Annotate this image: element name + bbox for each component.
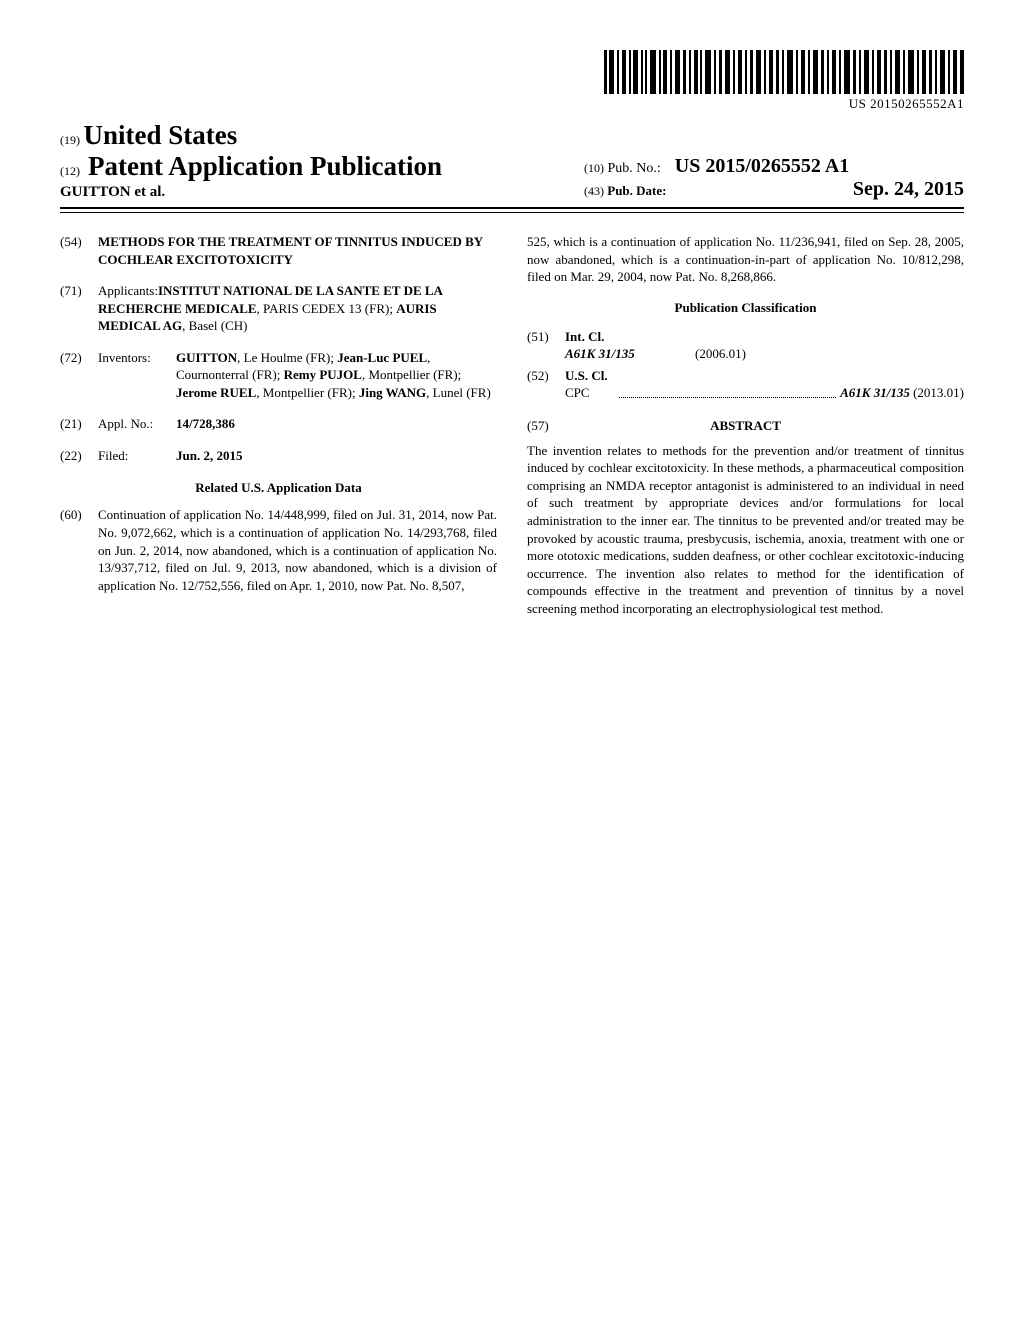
intcl-label: Int. Cl. bbox=[565, 328, 964, 346]
title-num: (54) bbox=[60, 233, 98, 268]
intcl-code: A61K 31/135 bbox=[565, 345, 695, 363]
applicants-label: Applicants: bbox=[98, 283, 158, 298]
inv5: Jing WANG bbox=[359, 385, 426, 400]
appl-no-num: (21) bbox=[60, 415, 98, 433]
inv4: Jerome RUEL bbox=[176, 385, 256, 400]
filed-num: (22) bbox=[60, 447, 98, 465]
abstract-heading: (57) ABSTRACT bbox=[527, 418, 964, 434]
country-prefix: (19) bbox=[60, 133, 80, 147]
appl-no: 14/728,386 bbox=[176, 415, 497, 433]
applicants-body: Applicants:INSTITUT NATIONAL DE LA SANTE… bbox=[98, 282, 497, 335]
header-row: (19) United States (12) Patent Applicati… bbox=[60, 120, 964, 201]
abstract-label: ABSTRACT bbox=[565, 418, 964, 434]
inv3-loc: , Montpellier (FR); bbox=[362, 367, 461, 382]
filed-field: (22) Filed: Jun. 2, 2015 bbox=[60, 447, 497, 465]
pub-date-line: (43) Pub. Date: Sep. 24, 2015 bbox=[584, 178, 964, 201]
pub-no-prefix: (10) bbox=[584, 161, 604, 175]
pub-date-label: Pub. Date: bbox=[607, 183, 666, 198]
pub-no: US 2015/0265552 A1 bbox=[675, 155, 849, 177]
header-left: (19) United States (12) Patent Applicati… bbox=[60, 120, 442, 201]
related-field: (60) Continuation of application No. 14/… bbox=[60, 506, 497, 594]
intcl-body: Int. Cl. A61K 31/135 (2006.01) bbox=[565, 328, 964, 363]
country-line: (19) United States bbox=[60, 120, 442, 151]
rule-thick bbox=[60, 207, 964, 209]
cpc-dots bbox=[619, 380, 836, 398]
applicants-loc2: , Basel (CH) bbox=[182, 318, 247, 333]
related-heading: Related U.S. Application Data bbox=[60, 480, 497, 496]
right-column: 525, which is a continuation of applicat… bbox=[527, 233, 964, 617]
uscl-row: (52) U.S. Cl. CPC A61K 31/135 (2013.01) bbox=[527, 367, 964, 402]
barcode: US 20150265552A1 bbox=[604, 50, 964, 112]
pub-date-prefix: (43) bbox=[584, 184, 604, 198]
abstract-body: The invention relates to methods for the… bbox=[527, 442, 964, 617]
inv4-loc: , Montpellier (FR); bbox=[256, 385, 359, 400]
uscl-num: (52) bbox=[527, 367, 565, 402]
pub-no-line: (10) Pub. No.: US 2015/0265552 A1 bbox=[584, 155, 964, 178]
inventors-body: GUITTON, Le Houlme (FR); Jean-Luc PUEL , … bbox=[176, 349, 497, 402]
pub-date: Sep. 24, 2015 bbox=[853, 178, 964, 201]
inv2: Jean-Luc PUEL bbox=[337, 350, 427, 365]
inventors-field: (72) Inventors: GUITTON, Le Houlme (FR);… bbox=[60, 349, 497, 402]
related-num: (60) bbox=[60, 506, 98, 594]
rule-thin bbox=[60, 212, 964, 213]
pubclass-heading: Publication Classification bbox=[527, 300, 964, 316]
cpc-code: A61K 31/135 bbox=[840, 385, 910, 400]
left-column: (54) METHODS FOR THE TREATMENT OF TINNIT… bbox=[60, 233, 497, 617]
title-field: (54) METHODS FOR THE TREATMENT OF TINNIT… bbox=[60, 233, 497, 268]
continuation-text: 525, which is a continuation of applicat… bbox=[527, 233, 964, 286]
cpc-row: CPC A61K 31/135 (2013.01) bbox=[565, 384, 964, 402]
intcl-row: (51) Int. Cl. A61K 31/135 (2006.01) bbox=[527, 328, 964, 363]
inventors-num: (72) bbox=[60, 349, 98, 402]
uscl-body: U.S. Cl. CPC A61K 31/135 (2013.01) bbox=[565, 367, 964, 402]
pub-type-line: (12) Patent Application Publication bbox=[60, 151, 442, 182]
filed-label: Filed: bbox=[98, 447, 176, 465]
intcl-item: A61K 31/135 (2006.01) bbox=[565, 345, 964, 363]
country: United States bbox=[84, 120, 238, 150]
appl-no-label: Appl. No.: bbox=[98, 415, 176, 433]
barcode-svg bbox=[604, 50, 964, 94]
related-body: Continuation of application No. 14/448,9… bbox=[98, 506, 497, 594]
pub-type-prefix: (12) bbox=[60, 164, 80, 179]
cpc-code-wrap: A61K 31/135 (2013.01) bbox=[840, 384, 964, 402]
cpc-year: (2013.01) bbox=[913, 385, 964, 400]
inv1-loc: , Le Houlme (FR); bbox=[237, 350, 337, 365]
header-right: (10) Pub. No.: US 2015/0265552 A1 (43) P… bbox=[584, 155, 964, 201]
barcode-region: US 20150265552A1 bbox=[60, 50, 964, 112]
inv5-loc: , Lunel (FR) bbox=[426, 385, 491, 400]
title: METHODS FOR THE TREATMENT OF TINNITUS IN… bbox=[98, 233, 497, 268]
filed-val: Jun. 2, 2015 bbox=[176, 447, 497, 465]
inventors-label: Inventors: bbox=[98, 349, 176, 402]
applicants-field: (71) Applicants:INSTITUT NATIONAL DE LA … bbox=[60, 282, 497, 335]
columns: (54) METHODS FOR THE TREATMENT OF TINNIT… bbox=[60, 233, 964, 617]
cpc-label: CPC bbox=[565, 384, 615, 402]
applicants-loc1: , PARIS CEDEX 13 (FR); bbox=[257, 301, 397, 316]
authors: GUITTON et al. bbox=[60, 184, 442, 201]
inv3: Remy PUJOL bbox=[284, 367, 362, 382]
abstract-num: (57) bbox=[527, 418, 565, 434]
barcode-number: US 20150265552A1 bbox=[604, 96, 964, 112]
pub-type: Patent Application Publication bbox=[88, 151, 442, 182]
intcl-year: (2006.01) bbox=[695, 345, 964, 363]
pub-no-label: Pub. No.: bbox=[608, 161, 661, 176]
inv1: GUITTON bbox=[176, 350, 237, 365]
appl-no-field: (21) Appl. No.: 14/728,386 bbox=[60, 415, 497, 433]
applicants-num: (71) bbox=[60, 282, 98, 335]
intcl-num: (51) bbox=[527, 328, 565, 363]
